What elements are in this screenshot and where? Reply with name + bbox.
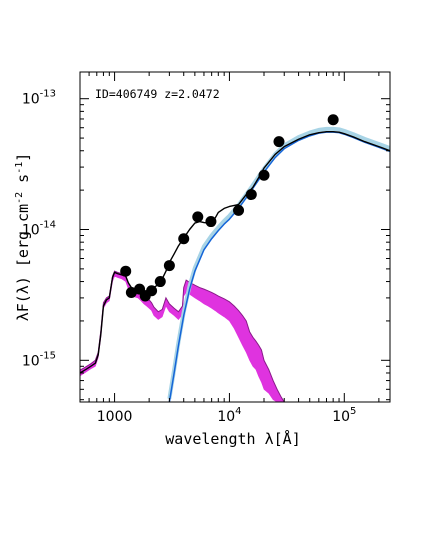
y-tick-label-exponent: -15 xyxy=(40,350,56,361)
y-tick-label: 10-14 xyxy=(22,220,56,239)
dust-component-line xyxy=(168,131,390,402)
y-axis-label-main: λF(λ) [erg cm xyxy=(14,204,32,321)
photometry-point xyxy=(154,276,166,288)
photometry-point xyxy=(205,216,217,228)
x-tick-label-base: 10 xyxy=(217,409,235,425)
source-id-annotation: ID=406749 z=2.0472 xyxy=(95,87,220,101)
x-tick-label: 104 xyxy=(217,406,241,425)
y-axis-label-exp2: -1 xyxy=(14,162,25,174)
y-axis-label-mid: s xyxy=(14,174,32,192)
photometry-point xyxy=(163,260,175,272)
photometry-point xyxy=(327,114,339,126)
x-axis-label: wavelength λ[Å] xyxy=(165,429,300,448)
dust-envelope-band xyxy=(167,126,390,400)
y-axis-label: λF(λ) [erg cm-2 s-1] xyxy=(14,153,32,322)
photometry-point xyxy=(245,189,257,201)
y-tick-label-base: 10 xyxy=(22,223,40,239)
x-tick-label-exponent: 5 xyxy=(350,406,356,417)
y-tick-label-base: 10 xyxy=(22,92,40,108)
y-tick-label-exponent: -13 xyxy=(40,89,56,100)
total-model-line xyxy=(80,130,390,374)
y-axis-label-end: ] xyxy=(14,153,32,162)
x-tick-label-exponent: 4 xyxy=(235,406,241,417)
y-tick-label-base: 10 xyxy=(22,353,40,369)
x-tick-label: 1000 xyxy=(97,409,133,425)
photometry-point xyxy=(192,211,204,223)
plot-frame xyxy=(79,71,391,403)
y-axis-label-exp1: -2 xyxy=(14,192,25,204)
y-tick-label: 10-15 xyxy=(22,350,56,369)
y-tick-label: 10-13 xyxy=(22,89,56,108)
photometry-point xyxy=(233,204,245,216)
x-tick-label-base: 1000 xyxy=(97,409,133,425)
photometry-point xyxy=(178,233,190,245)
x-tick-label-base: 10 xyxy=(332,409,350,425)
plot-clipped-group xyxy=(80,114,390,402)
photometry-point xyxy=(120,265,132,277)
photometry-point xyxy=(146,285,158,297)
x-tick-label: 105 xyxy=(332,406,356,425)
photometry-point xyxy=(258,169,270,181)
photometry-point xyxy=(273,136,285,148)
y-tick-label-exponent: -14 xyxy=(40,220,56,231)
plot-area xyxy=(80,114,390,402)
